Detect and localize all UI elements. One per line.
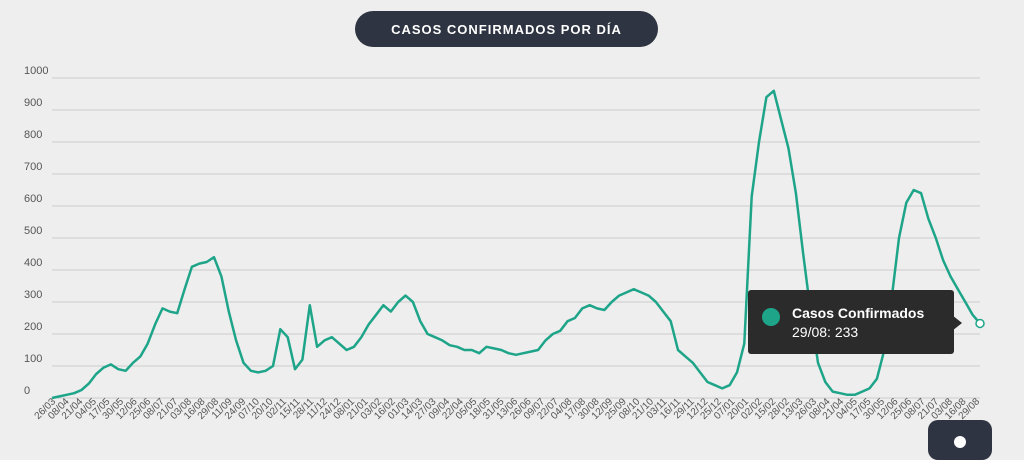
y-tick-label: 300 (24, 289, 42, 301)
x-axis-ticks: 26/0308/0421/0404/0517/0530/0512/0625/06… (33, 396, 983, 422)
y-tick-label: 0 (24, 385, 30, 397)
help-icon (954, 436, 966, 448)
y-tick-label: 100 (24, 353, 42, 365)
y-axis-ticks: 0 100 200 300 400 500 600 700 800 900 1000 (24, 65, 48, 397)
y-tick-label: 800 (24, 129, 42, 141)
y-tick-label: 900 (24, 97, 42, 109)
y-tick-label: 500 (24, 225, 42, 237)
help-button[interactable] (928, 420, 992, 460)
y-tick-label: 700 (24, 161, 42, 173)
line-chart: 0 100 200 300 400 500 600 700 800 900 1000 26/0308… (24, 65, 985, 422)
tooltip-value: 29/08: 233 (792, 324, 859, 340)
data-tooltip: Casos Confirmados 29/08: 233 (748, 290, 962, 354)
highlighted-point[interactable] (975, 318, 985, 329)
y-tick-label: 200 (24, 321, 42, 333)
tooltip-pointer (952, 315, 962, 331)
y-tick-label: 1000 (24, 65, 48, 77)
chart-series (51, 89, 985, 400)
y-tick-label: 400 (24, 257, 42, 269)
tooltip-series-name: Casos Confirmados (792, 305, 925, 321)
y-tick-label: 600 (24, 193, 42, 205)
series-color-dot (762, 308, 780, 326)
chart-title: CASOS CONFIRMADOS POR DÍA (355, 11, 658, 47)
series-line (51, 89, 981, 400)
chart-grid (52, 77, 980, 399)
